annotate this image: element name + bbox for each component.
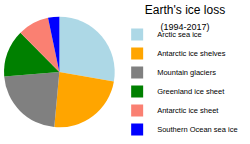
svg-text:Southern Ocean sea ice: Southern Ocean sea ice: [157, 125, 237, 134]
svg-text:Mountain glaciers: Mountain glaciers: [157, 68, 216, 77]
svg-text:Earth's ice loss(1994-2017): Earth's ice loss(1994-2017): [145, 3, 225, 32]
svg-text:Greenland ice sheet: Greenland ice sheet: [157, 87, 225, 96]
svg-text:Arctic sea ice: Arctic sea ice: [157, 30, 202, 39]
svg-text:Antarctic ice shelves: Antarctic ice shelves: [157, 49, 226, 58]
svg-text:Antarctic ice sheet: Antarctic ice sheet: [157, 106, 219, 115]
